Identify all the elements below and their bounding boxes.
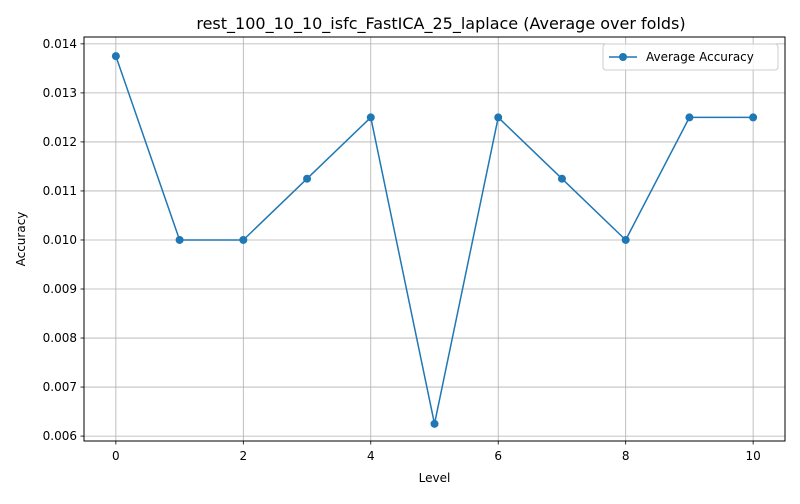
- data-point: [494, 113, 503, 122]
- data-point: [621, 235, 630, 244]
- plot-frame: [83, 36, 786, 442]
- x-tick-label: 10: [745, 449, 760, 463]
- y-tick-label: 0.011: [43, 184, 77, 198]
- x-tick-label: 8: [622, 449, 630, 463]
- data-point: [749, 113, 758, 122]
- y-tick-label: 0.013: [43, 86, 77, 100]
- y-tick-label: 0.007: [43, 380, 77, 394]
- y-tick-label: 0.012: [43, 135, 77, 149]
- data-point: [557, 174, 566, 183]
- y-tick-label: 0.010: [43, 233, 77, 247]
- data-point: [303, 174, 312, 183]
- data-point: [366, 113, 375, 122]
- x-tick-label: 4: [367, 449, 375, 463]
- data-point: [111, 52, 120, 61]
- chart-title: rest_100_10_10_isfc_FastICA_25_laplace (…: [196, 14, 685, 34]
- data-point: [430, 419, 439, 428]
- x-tick-label: 0: [112, 449, 120, 463]
- legend-box: [602, 43, 779, 71]
- x-axis-label: Level: [419, 471, 451, 485]
- y-tick-label: 0.009: [43, 282, 77, 296]
- grid: [84, 37, 785, 441]
- data-point: [175, 235, 184, 244]
- legend-marker-swatch: [619, 53, 627, 61]
- x-tick-label: 2: [239, 449, 247, 463]
- ticks: 0 2 4 6 8 10 0.006 0.007 0.008 0.009 0.010 0.011 0.0…: [43, 37, 761, 463]
- data-point: [685, 113, 694, 122]
- y-tick-label: 0.008: [43, 331, 77, 345]
- legend: Average Accuracy: [602, 43, 779, 71]
- y-tick-label: 0.014: [43, 37, 77, 51]
- x-tick-label: 6: [494, 449, 502, 463]
- y-axis-label: Accuracy: [14, 212, 28, 267]
- legend-label: Average Accuracy: [646, 50, 754, 64]
- y-tick-label: 0.006: [43, 429, 77, 443]
- data-point: [239, 235, 248, 244]
- series: [111, 52, 758, 428]
